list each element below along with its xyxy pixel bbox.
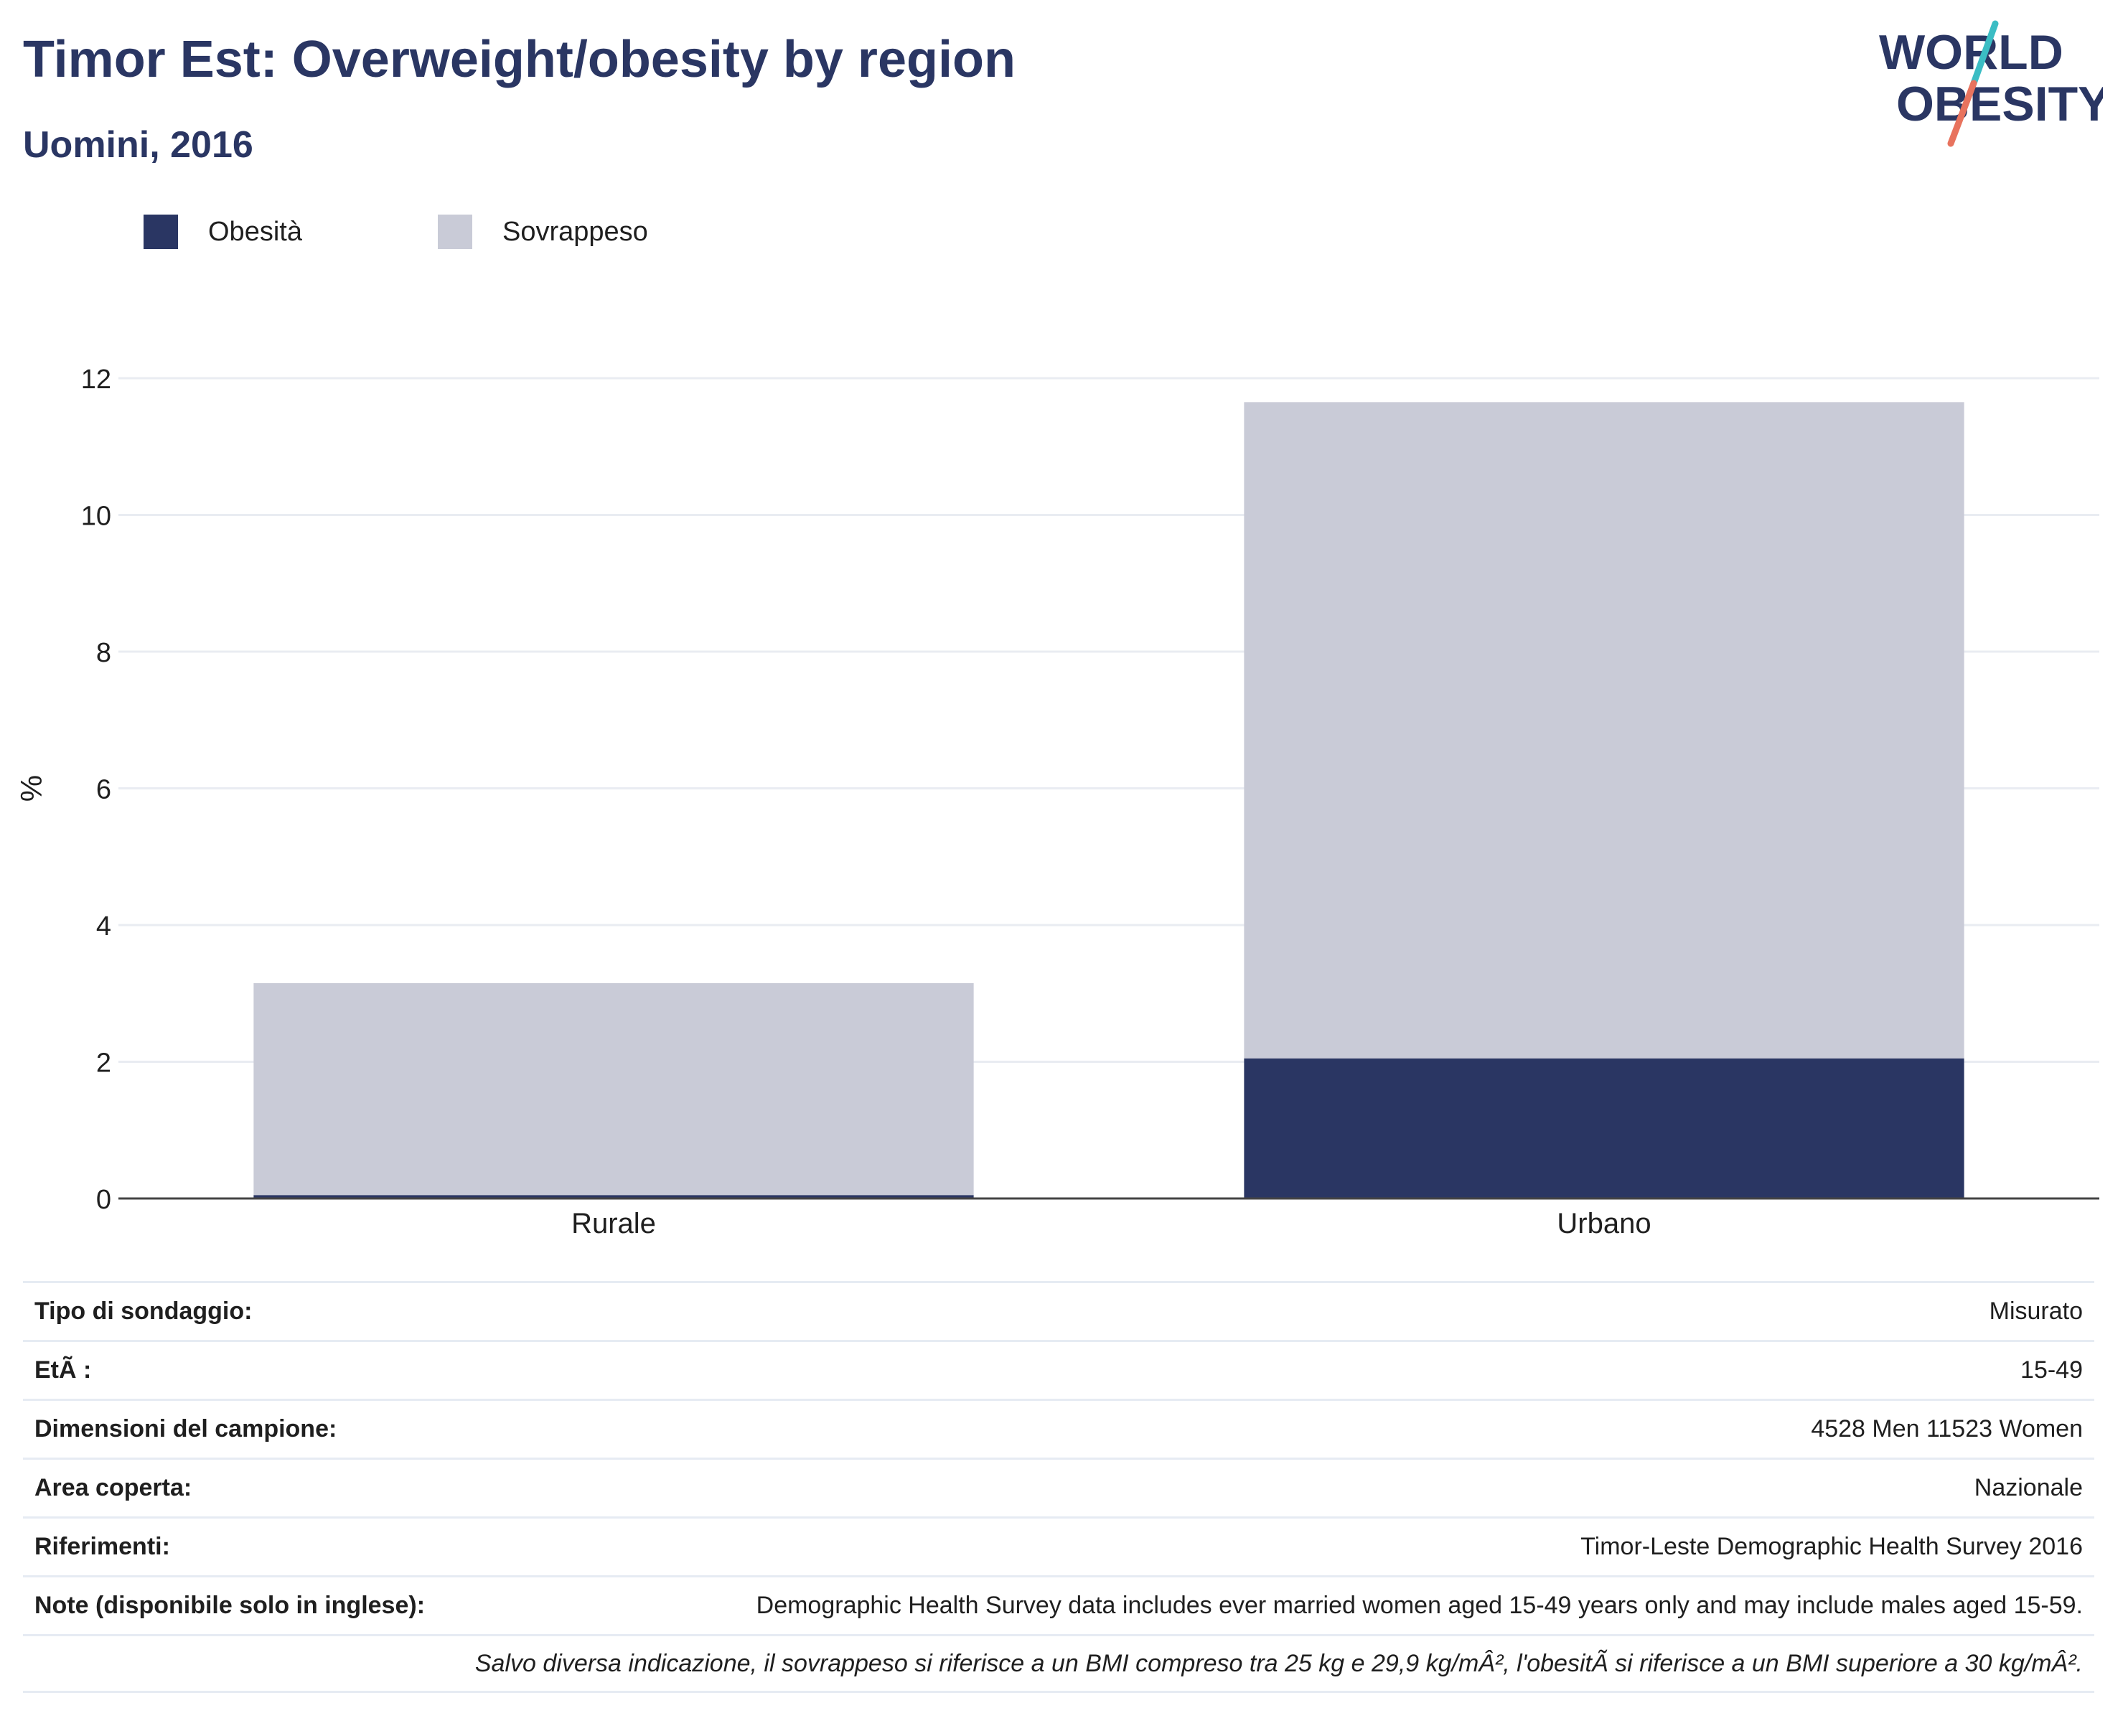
info-row-sample-size: Dimensioni del campione: 4528 Men 11523 … — [23, 1399, 2094, 1458]
info-label: Riferimenti: — [34, 1533, 170, 1560]
info-value: Timor-Leste Demographic Health Survey 20… — [1580, 1533, 2083, 1560]
world-obesity-logo: WORLD OBESITY — [1879, 20, 2103, 147]
y-tick-label: 4 — [96, 911, 111, 942]
info-label: Note (disponibile solo in inglese): — [34, 1592, 426, 1619]
y-tick-label: 10 — [81, 502, 111, 532]
logo-text-world: WORLD — [1879, 25, 2063, 80]
legend-swatch-obesity — [144, 215, 178, 249]
x-tick-label: Urbano — [1557, 1208, 1651, 1239]
logo-slash-teal — [1970, 20, 1999, 87]
bar-obesity-0 — [253, 1195, 974, 1198]
info-row-age: EtÃ : 15-49 — [23, 1340, 2094, 1399]
info-row-area: Area coperta: Nazionale — [23, 1458, 2094, 1516]
legend-item-obesity[interactable]: Obesità — [144, 214, 302, 250]
legend-label-obesity: Obesità — [208, 216, 302, 247]
bar-overweight-0 — [253, 982, 974, 1196]
page-title: Timor Est: Overweight/obesity by region — [23, 31, 1016, 88]
y-tick-label: 6 — [96, 775, 111, 805]
bar-obesity-1 — [1244, 1058, 1964, 1198]
info-value: 15-49 — [2020, 1356, 2083, 1384]
page-subtitle: Uomini, 2016 — [23, 124, 253, 166]
info-row-survey-type: Tipo di sondaggio: Misurato — [23, 1281, 2094, 1340]
info-value: 4528 Men 11523 Women — [1811, 1415, 2083, 1442]
logo-slash-coral — [1947, 80, 1977, 147]
legend-label-overweight: Sovrappeso — [502, 216, 648, 247]
info-label: EtÃ : — [34, 1356, 92, 1384]
info-row-footnote: Salvo diversa indicazione, il sovrappeso… — [23, 1634, 2094, 1693]
legend-swatch-overweight — [438, 215, 472, 249]
y-tick-label: 0 — [96, 1185, 111, 1215]
info-label: Tipo di sondaggio: — [34, 1298, 253, 1325]
info-label: Dimensioni del campione: — [34, 1415, 337, 1442]
bmi-footnote: Salvo diversa indicazione, il sovrappeso… — [474, 1649, 2083, 1677]
info-row-notes: Note (disponibile solo in inglese): Demo… — [23, 1575, 2094, 1634]
survey-info-table: Tipo di sondaggio: Misurato EtÃ : 15-49 … — [23, 1281, 2094, 1693]
y-tick-label: 2 — [96, 1048, 111, 1079]
info-value: Nazionale — [1974, 1474, 2083, 1501]
legend-item-overweight[interactable]: Sovrappeso — [438, 214, 648, 250]
info-label: Area coperta: — [34, 1474, 192, 1501]
info-value: Misurato — [1989, 1298, 2083, 1325]
logo-text-obesity: OBESITY — [1896, 77, 2103, 131]
x-tick-label: Rurale — [571, 1208, 656, 1239]
stacked-bar-chart: 0 2 4 6 8 10 12% Rurale Urbano — [14, 365, 2099, 1239]
y-axis-label: % — [14, 775, 48, 802]
y-tick-label: 12 — [81, 365, 111, 395]
info-row-references: Riferimenti: Timor-Leste Demographic Hea… — [23, 1516, 2094, 1575]
bar-overweight-1 — [1244, 402, 1964, 1059]
y-tick-label: 8 — [96, 638, 111, 668]
info-value: Demographic Health Survey data includes … — [756, 1592, 2083, 1619]
